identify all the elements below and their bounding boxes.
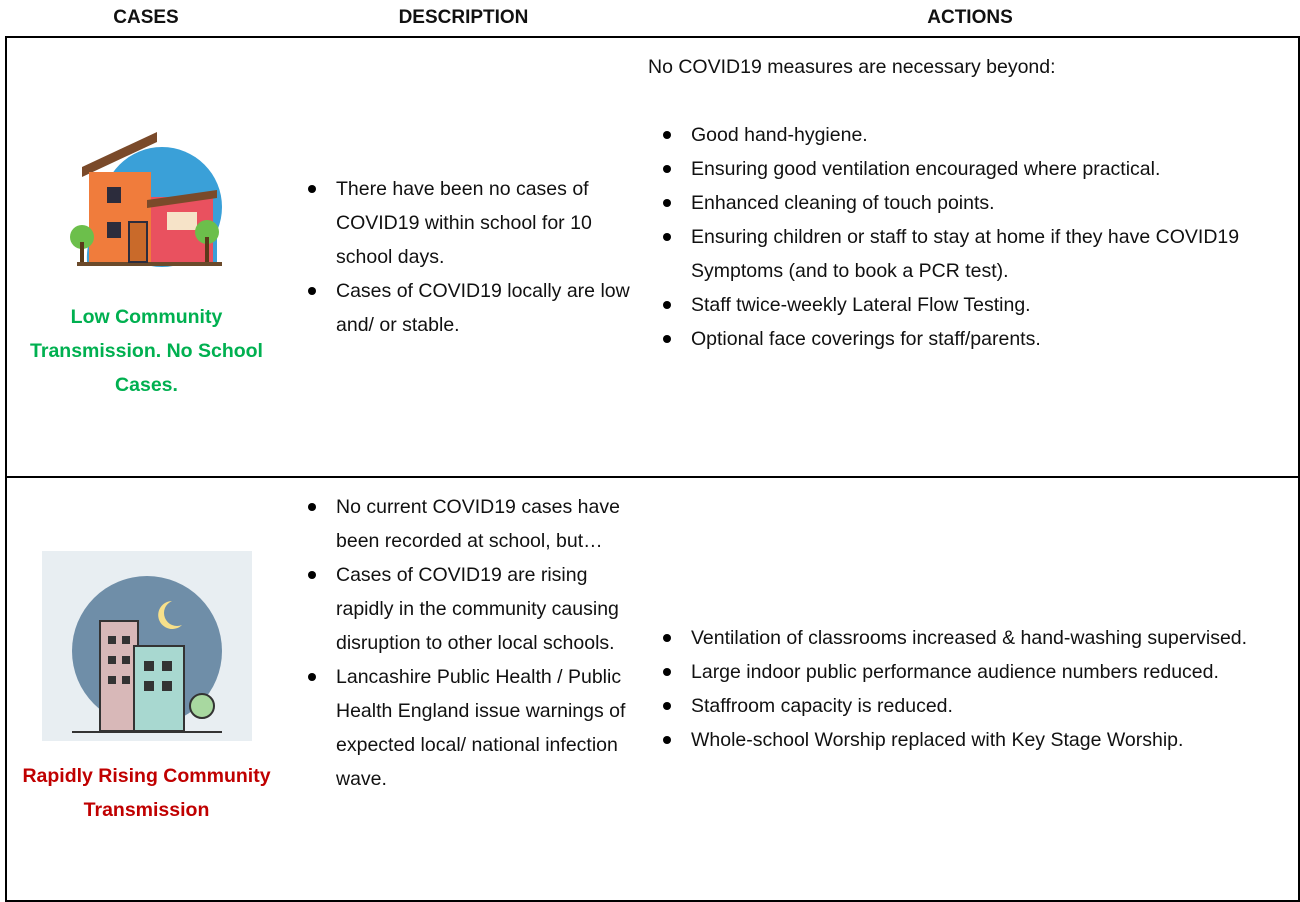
- header-cases: CASES: [113, 7, 179, 28]
- actions-intro: No COVID19 measures are necessary beyond…: [648, 56, 1056, 78]
- description-item: Lancashire Public Health / Public Health…: [308, 660, 641, 796]
- description-item: There have been no cases of COVID19 with…: [308, 172, 641, 274]
- actions-cell: Ventilation of classrooms increased & ha…: [641, 476, 1300, 902]
- description-item: Cases of COVID19 locally are low and/ or…: [308, 274, 641, 342]
- case-cell: Rapidly Rising Community Transmission: [5, 476, 286, 902]
- house-icon: [69, 132, 222, 267]
- actions-cell: No COVID19 measures are necessary beyond…: [641, 36, 1300, 478]
- action-item: Ventilation of classrooms increased & ha…: [663, 621, 1298, 655]
- action-item: Optional face coverings for staff/parent…: [663, 322, 1298, 356]
- actions-list: Good hand-hygiene. Ensuring good ventilat…: [641, 118, 1298, 356]
- city-icon: [41, 551, 252, 741]
- action-item: Ensuring good ventilation encouraged whe…: [663, 152, 1298, 186]
- header-actions: ACTIONS: [927, 7, 1013, 28]
- action-item: Enhanced cleaning of touch points.: [663, 186, 1298, 220]
- action-item: Large indoor public performance audience…: [663, 655, 1298, 689]
- description-cell: No current COVID19 cases have been recor…: [286, 476, 641, 902]
- description-cell: There have been no cases of COVID19 with…: [286, 36, 641, 478]
- description-item: Cases of COVID19 are rising rapidly in t…: [308, 558, 641, 660]
- header-description: DESCRIPTION: [398, 7, 529, 28]
- description-list: No current COVID19 cases have been recor…: [286, 490, 641, 796]
- description-item: No current COVID19 cases have been recor…: [308, 490, 641, 558]
- case-label: Rapidly Rising Community Transmission: [22, 765, 271, 821]
- action-item: Staff twice-weekly Lateral Flow Testing.: [663, 288, 1298, 322]
- description-list: There have been no cases of COVID19 with…: [286, 172, 641, 342]
- action-item: Ensuring children or staff to stay at ho…: [663, 220, 1298, 288]
- action-item: Staffroom capacity is reduced.: [663, 689, 1298, 723]
- actions-list: Ventilation of classrooms increased & ha…: [641, 621, 1298, 757]
- case-label: Low Community Transmission. No School Ca…: [30, 306, 263, 396]
- action-item: Whole-school Worship replaced with Key S…: [663, 723, 1298, 757]
- action-item: Good hand-hygiene.: [663, 118, 1298, 152]
- measures-table: CASES DESCRIPTION ACTIONS Low Community …: [5, 0, 1300, 902]
- case-cell: Low Community Transmission. No School Ca…: [5, 36, 286, 478]
- page: CASES DESCRIPTION ACTIONS Low Community …: [5, 7, 1300, 902]
